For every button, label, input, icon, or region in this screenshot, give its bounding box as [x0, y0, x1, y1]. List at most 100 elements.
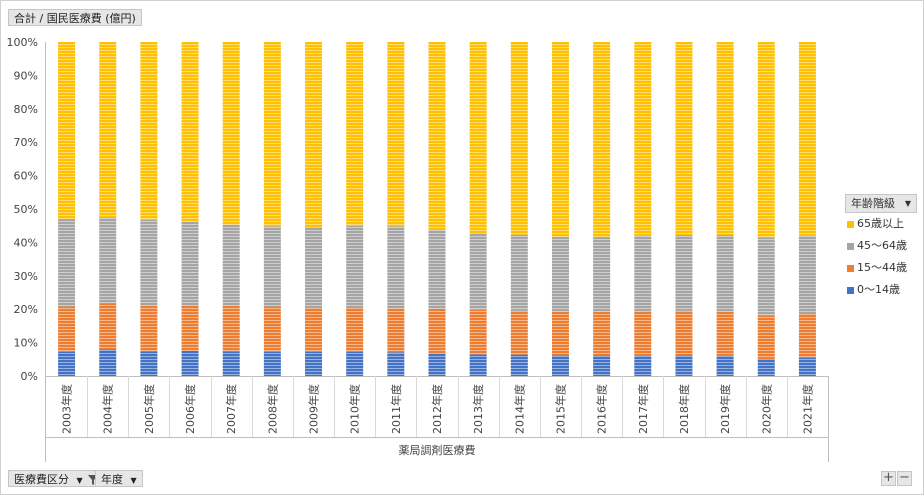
bar-segment[interactable] — [716, 42, 734, 236]
bar-segment[interactable] — [757, 42, 775, 238]
legend-item[interactable]: 65歳以上 — [845, 213, 917, 235]
bar-segment[interactable] — [387, 42, 405, 227]
bar-segment[interactable] — [99, 42, 117, 218]
zoom-in-button[interactable]: + — [881, 471, 896, 486]
bar-segment[interactable] — [140, 219, 158, 306]
bar-segment[interactable] — [469, 233, 487, 310]
bar-segment[interactable] — [99, 349, 117, 376]
bar-segment[interactable] — [634, 311, 652, 356]
bar-segment[interactable] — [58, 42, 76, 220]
bar-segment[interactable] — [428, 308, 446, 354]
bar-segment[interactable] — [140, 305, 158, 352]
bar-segment[interactable] — [387, 308, 405, 353]
x-tick-label: 2013年度 — [471, 384, 485, 434]
bar-segment[interactable] — [305, 351, 323, 376]
bar-segment[interactable] — [798, 42, 816, 236]
bar-segment[interactable] — [551, 42, 569, 237]
bar-segment[interactable] — [469, 42, 487, 234]
bar-segment[interactable] — [551, 355, 569, 376]
bar-segment[interactable] — [305, 42, 323, 228]
bar-segment[interactable] — [428, 42, 446, 231]
bar-segment[interactable] — [58, 219, 76, 307]
legend-item[interactable]: 45〜64歳 — [845, 235, 917, 257]
x-tick-label: 2018年度 — [677, 384, 691, 434]
legend-swatch — [847, 243, 854, 250]
bar-segment[interactable] — [346, 225, 364, 308]
bar-segment[interactable] — [593, 355, 611, 376]
bar-segment[interactable] — [346, 42, 364, 226]
bar-segment[interactable] — [346, 351, 364, 376]
bar-segment[interactable] — [140, 42, 158, 220]
bar-segment[interactable] — [798, 357, 816, 376]
bar-segment[interactable] — [675, 355, 693, 376]
bar-segment[interactable] — [757, 358, 775, 376]
bar-segment[interactable] — [263, 42, 281, 227]
bar-segment[interactable] — [222, 42, 240, 225]
bar-segment[interactable] — [716, 235, 734, 312]
x-tick-label: 2005年度 — [142, 384, 156, 434]
x-tick-label: 2014年度 — [512, 384, 526, 434]
x-tick-label: 2017年度 — [636, 384, 650, 434]
bar-segment[interactable] — [593, 311, 611, 356]
bar-segment[interactable] — [757, 237, 775, 316]
x-tick-label: 2010年度 — [348, 384, 362, 434]
bar-segment[interactable] — [716, 311, 734, 356]
bar-segment[interactable] — [675, 235, 693, 311]
bar-segment[interactable] — [263, 306, 281, 352]
bar-segment[interactable] — [387, 352, 405, 376]
bar-segment[interactable] — [346, 307, 364, 352]
bar-segment[interactable] — [99, 217, 117, 304]
legend-field-button[interactable]: 年齢階級 ▼ — [845, 194, 917, 213]
bar-segment[interactable] — [99, 303, 117, 350]
bar-segment[interactable] — [798, 313, 816, 358]
bar-segment[interactable] — [181, 305, 199, 351]
bar-segment[interactable] — [469, 354, 487, 376]
bar-segment[interactable] — [58, 351, 76, 376]
bar-segment[interactable] — [428, 230, 446, 309]
y-axis: 0% 10% 20% 30% 40% 50% 60% 70% 80% 90% 100% — [7, 36, 46, 383]
x-tick-label: 2015年度 — [553, 384, 567, 434]
legend-item[interactable]: 0〜14歳 — [845, 279, 917, 301]
bar-segment[interactable] — [387, 226, 405, 309]
bar-segment[interactable] — [428, 353, 446, 376]
y-tick-label: 20% — [14, 303, 38, 316]
bar-segment[interactable] — [716, 355, 734, 376]
bar-segment[interactable] — [263, 226, 281, 307]
legend-item[interactable]: 15〜44歳 — [845, 257, 917, 279]
bar-segment[interactable] — [675, 42, 693, 236]
bar-segment[interactable] — [634, 42, 652, 237]
zoom-out-button[interactable]: − — [897, 471, 912, 486]
filter-field-button[interactable]: 医療費区分 ▼ — [8, 470, 105, 487]
bar-segment[interactable] — [675, 310, 693, 356]
bar-segment[interactable] — [222, 351, 240, 376]
legend-label: 15〜44歳 — [857, 261, 907, 274]
bar-segment[interactable] — [551, 311, 569, 356]
bar-segment[interactable] — [593, 42, 611, 238]
bar-segment[interactable] — [593, 237, 611, 312]
bar-segment[interactable] — [305, 227, 323, 308]
bar-segment[interactable] — [140, 351, 158, 376]
x-tick-label: 2007年度 — [224, 384, 238, 434]
bar-segment[interactable] — [757, 315, 775, 359]
bar-segment[interactable] — [798, 235, 816, 314]
bar-segment[interactable] — [181, 350, 199, 376]
bar-segment[interactable] — [305, 307, 323, 352]
bar-segment[interactable] — [58, 306, 76, 352]
bar-segment[interactable] — [263, 351, 281, 376]
bar-segment[interactable] — [222, 305, 240, 352]
bar-segment[interactable] — [469, 309, 487, 355]
bar-segment[interactable] — [551, 236, 569, 312]
axis-field-button[interactable]: 年度 ▼ — [95, 470, 143, 487]
bar-segment[interactable] — [510, 354, 528, 376]
bar-segment[interactable] — [634, 355, 652, 376]
bar-segment[interactable] — [181, 42, 199, 222]
bar-segment[interactable] — [510, 234, 528, 311]
bar-segment[interactable] — [634, 236, 652, 312]
bar-segment[interactable] — [510, 310, 528, 355]
bar-segment[interactable] — [181, 221, 199, 306]
value-field-button[interactable]: 合計 / 国民医療費 (億円) — [8, 9, 142, 26]
bar-segment[interactable] — [222, 224, 240, 306]
y-tick-label: 10% — [14, 337, 38, 350]
bar-segment[interactable] — [510, 42, 528, 235]
